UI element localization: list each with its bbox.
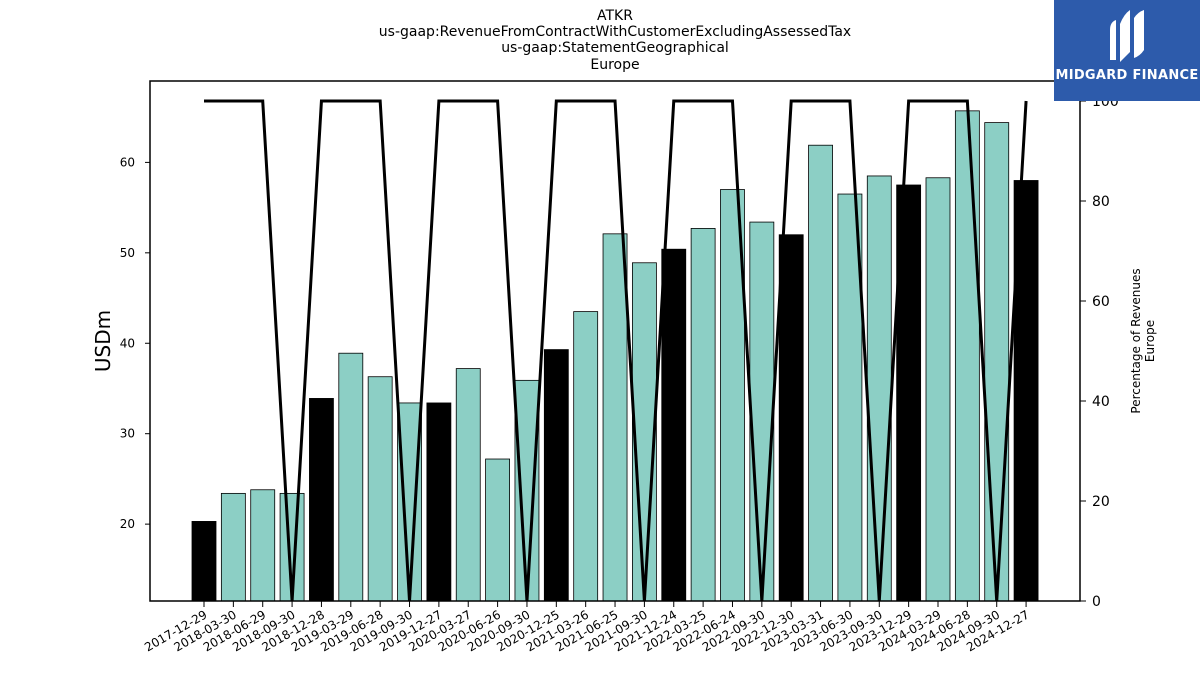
bar-2023-03-31	[808, 144, 833, 602]
y-axis-label-right-line-2: Europe	[1143, 320, 1157, 362]
bar-2022-09-30	[749, 221, 775, 602]
bar-2022-12-30	[778, 234, 804, 602]
y-tick-label: 60	[120, 155, 135, 169]
logo-mark-icon	[1110, 10, 1144, 62]
bar-2020-06-26	[485, 458, 511, 602]
chart-title: ATKR us-gaap:RevenueFromContractWithCust…	[379, 8, 851, 73]
percentage-line	[204, 99, 1028, 602]
midgard-finance-logo: MIDGARD FINANCE	[1054, 0, 1200, 101]
bar-2018-03-30	[220, 492, 246, 602]
left-axis: 20 30 40 50 60	[120, 155, 150, 531]
bar-2022-03-25	[690, 228, 716, 602]
title-line-1: ATKR	[597, 8, 633, 24]
y-right-tick-label: 80	[1092, 194, 1110, 210]
bar-2020-09-30	[514, 379, 540, 602]
y-tick-label: 20	[120, 517, 135, 531]
title-line-3: us-gaap:StatementGeographical	[501, 40, 729, 56]
bar-2021-09-30	[632, 262, 657, 602]
y-right-tick-label: 40	[1092, 394, 1110, 410]
bar-2024-06-28	[954, 110, 980, 602]
bar-2018-12-28	[309, 398, 334, 602]
bar-2020-12-25	[543, 349, 569, 602]
bar-2024-09-30	[984, 122, 1010, 602]
y-axis-label: USDm	[91, 310, 115, 372]
bars	[191, 110, 1039, 602]
y-tick-label: 40	[120, 336, 135, 350]
bar-2020-03-27	[455, 368, 481, 602]
bar-2018-06-29	[250, 489, 276, 602]
bar-2019-09-30	[397, 402, 422, 602]
bar-2023-09-30	[866, 175, 892, 602]
y-right-tick-label: 0	[1092, 594, 1101, 610]
bar-2024-03-29	[925, 177, 951, 602]
title-line-4: Europe	[590, 57, 639, 73]
y-axis-label-right: Percentage of Revenues Europe	[1129, 268, 1157, 413]
bar-2019-12-27	[426, 402, 452, 602]
y-tick-label: 30	[120, 427, 135, 441]
bar-2021-12-24	[661, 248, 687, 602]
bar-2019-06-28	[367, 376, 393, 602]
bar-2021-03-26	[573, 311, 599, 602]
percentage-line-layer	[204, 99, 1028, 602]
y-right-tick-label: 20	[1092, 494, 1110, 510]
y-right-tick-label: 60	[1092, 294, 1110, 310]
logo-text: MIDGARD FINANCE	[1055, 68, 1199, 83]
bar-2017-12-29	[191, 521, 217, 602]
bar-2019-03-29	[338, 352, 364, 602]
bar-2021-06-25	[602, 233, 628, 602]
y-axis-label-right-line-1: Percentage of Revenues	[1129, 268, 1143, 413]
x-axis: 2017-12-292018-03-302018-06-292018-09-30…	[142, 601, 1032, 654]
title-line-2: us-gaap:RevenueFromContractWithCustomerE…	[379, 24, 851, 40]
y-tick-label: 50	[120, 246, 135, 260]
